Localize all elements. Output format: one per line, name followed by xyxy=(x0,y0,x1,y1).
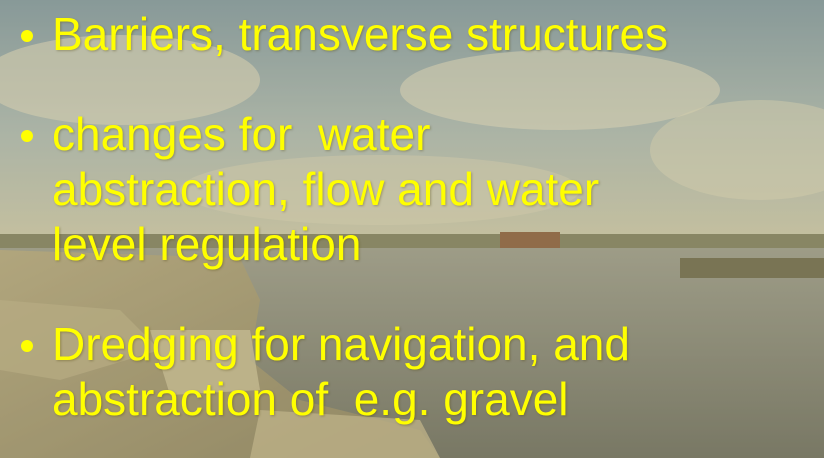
bullet-text: Barriers, transverse structures xyxy=(52,8,668,60)
bullet-dot xyxy=(21,340,33,352)
bullet-text: level regulation xyxy=(52,218,361,270)
bullet-text: Dredging for navigation, and xyxy=(52,318,630,370)
bullet-text: abstraction, flow and water xyxy=(52,163,599,215)
bullet-dot xyxy=(21,130,33,142)
bullet-text: abstraction of e.g. gravel xyxy=(52,373,569,425)
slide: Barriers, transverse structures changes f… xyxy=(0,0,824,458)
bullet-dot xyxy=(21,30,33,42)
bullet-text: changes for water xyxy=(52,108,430,160)
